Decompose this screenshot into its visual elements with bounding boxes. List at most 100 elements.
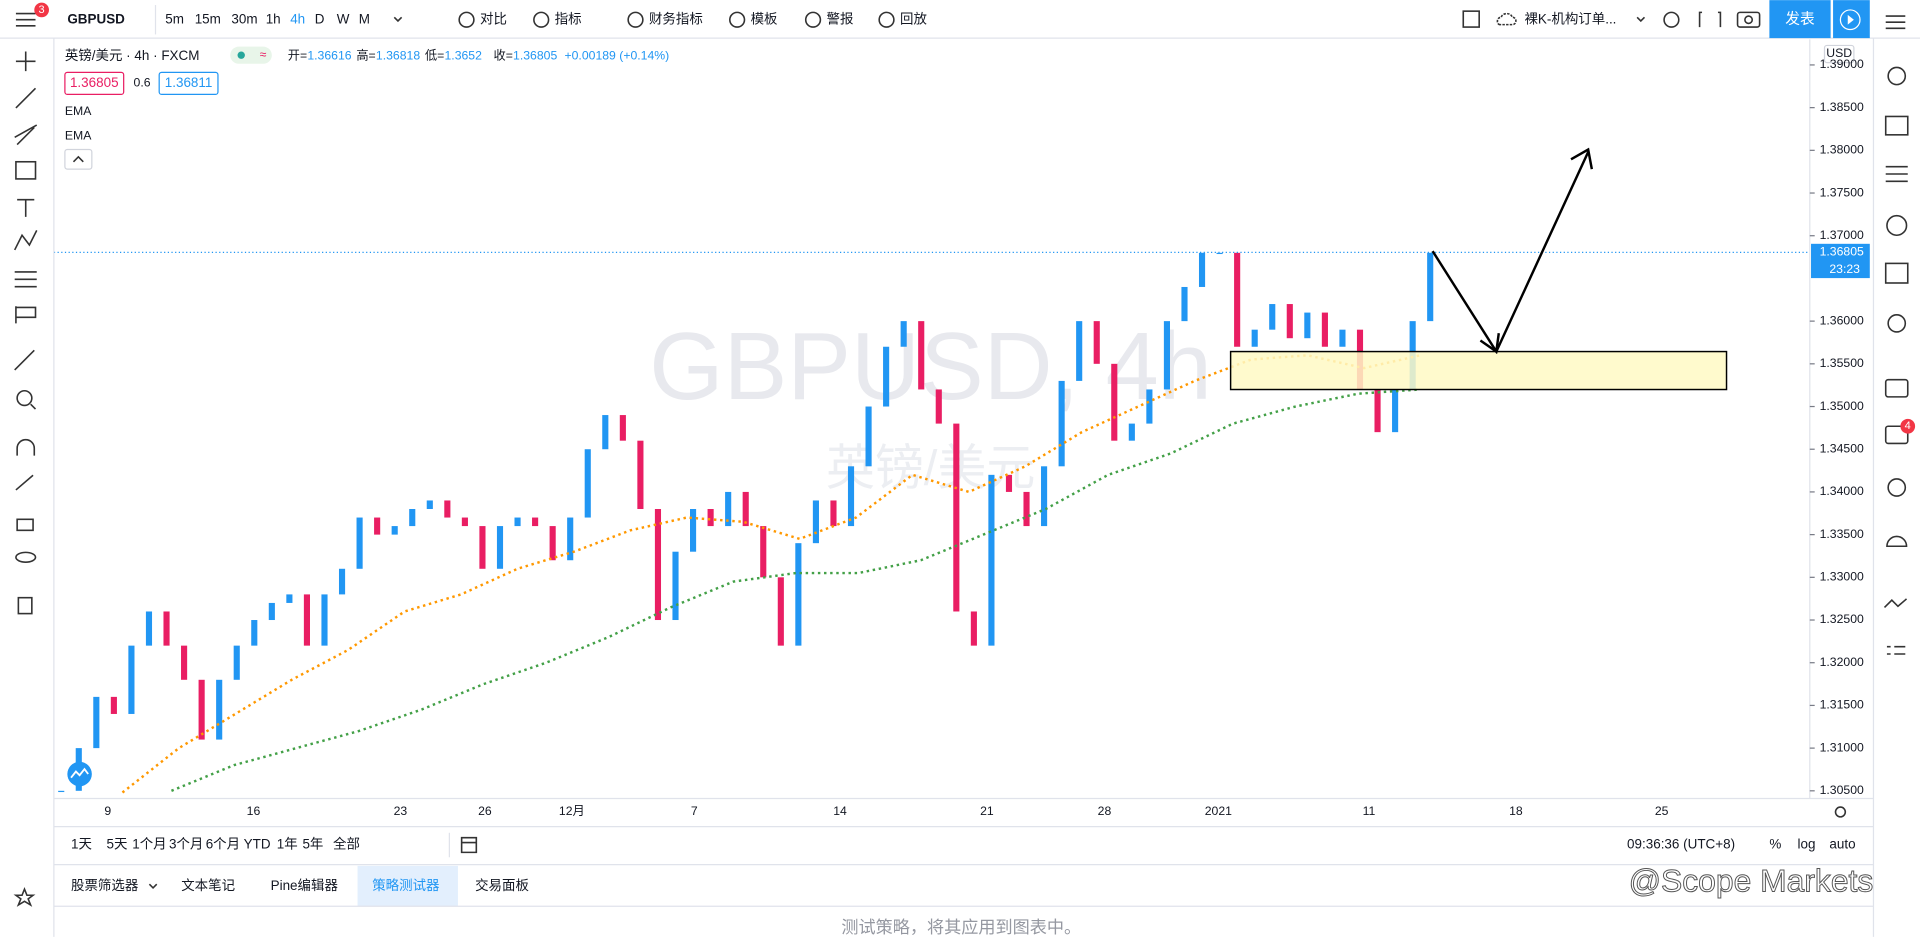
x-tick-label: 26	[478, 804, 492, 818]
interval[interactable]: 5m	[165, 11, 184, 26]
range-button[interactable]: 6个月	[206, 837, 240, 852]
interval[interactable]: D	[315, 11, 325, 26]
zone-rectangle[interactable]	[1229, 350, 1728, 391]
candle	[935, 389, 942, 424]
scale-option[interactable]: auto	[1829, 837, 1855, 852]
range-button[interactable]: 全部	[333, 836, 360, 852]
ohlc-label: 高=	[356, 48, 375, 63]
candle	[1321, 312, 1328, 347]
interval[interactable]: 15m	[195, 11, 221, 26]
ohlc-value: 1.3652	[444, 49, 482, 63]
candle	[1093, 321, 1100, 364]
tool-icon	[729, 11, 746, 28]
bottom-tab[interactable]: 股票筛选器	[71, 878, 139, 893]
range-button[interactable]: 5天	[107, 837, 128, 852]
candle	[584, 449, 591, 518]
range-button[interactable]: 5年	[302, 837, 323, 852]
candle	[742, 491, 749, 527]
layout-name[interactable]: 裸K-机构订单...	[1524, 11, 1616, 26]
range-button[interactable]: 1天	[71, 837, 92, 852]
candle	[883, 346, 890, 407]
ohlc-label: 低=	[425, 49, 444, 63]
bottom-tab[interactable]: 交易面板	[475, 877, 529, 893]
candle	[672, 551, 679, 621]
dropdown[interactable]	[393, 16, 403, 23]
range-button[interactable]: 3个月	[169, 837, 203, 852]
last-price-label: 1.36805	[1820, 245, 1864, 259]
ohlc-value: 1.36616	[307, 49, 351, 63]
candle	[409, 509, 416, 527]
scale-option[interactable]: %	[1769, 837, 1781, 852]
dropdown[interactable]	[148, 883, 158, 890]
ohlc-label: 开=	[288, 49, 307, 63]
interval[interactable]: 30m	[231, 11, 257, 26]
candle	[567, 517, 574, 561]
range-button[interactable]: YTD	[244, 837, 271, 852]
candle	[514, 517, 521, 527]
candle	[1128, 423, 1135, 441]
ohlc-value: 1.36805	[513, 49, 557, 63]
candle	[496, 526, 504, 569]
candle	[163, 611, 170, 646]
candle	[1286, 304, 1293, 339]
candle	[690, 509, 697, 552]
bottom-tab[interactable]: Pine编辑器	[271, 878, 339, 893]
spread: 0.6	[134, 76, 151, 90]
x-tick-label: 25	[1655, 804, 1669, 818]
publish-button[interactable]	[1769, 0, 1831, 39]
y-tick-label: 1.31500	[1820, 698, 1864, 712]
range-button[interactable]: 1个月	[132, 837, 166, 852]
candle	[321, 594, 328, 646]
interval[interactable]: W	[337, 11, 350, 26]
clock: 09:36:36 (UTC+8)	[1627, 837, 1735, 852]
candle	[426, 500, 433, 510]
currency: USD	[1826, 46, 1852, 60]
candle	[1198, 252, 1206, 287]
candle	[707, 509, 714, 527]
symbol[interactable]: GBPUSD	[67, 11, 125, 26]
menu-button[interactable]: 3	[15, 2, 49, 27]
candle	[391, 526, 398, 535]
ema-line	[170, 388, 1421, 792]
checkbox[interactable]	[1462, 10, 1480, 28]
candle	[1269, 304, 1276, 330]
toolbar-item[interactable]: 指标	[555, 11, 582, 26]
bottom-tab[interactable]: 文本笔记	[181, 878, 235, 893]
badge: 3	[39, 4, 45, 16]
candle	[654, 509, 662, 621]
toolbar-item[interactable]: 对比	[480, 11, 507, 26]
candle	[970, 611, 977, 646]
countdown: 23:23	[1829, 262, 1860, 276]
interval[interactable]: M	[359, 11, 370, 26]
candle	[777, 577, 784, 646]
candle	[1041, 466, 1048, 527]
candle	[444, 500, 451, 518]
candle	[128, 645, 135, 714]
y-tick-label: 1.32500	[1820, 612, 1864, 626]
interval[interactable]: 1h	[266, 11, 281, 26]
toolbar-item[interactable]: 回放	[900, 11, 927, 26]
toolbar-item[interactable]: 模板	[751, 11, 778, 26]
candle	[286, 594, 293, 603]
candle	[479, 526, 486, 569]
bottom-tab[interactable]: 策略测试器	[372, 877, 440, 893]
interval[interactable]: 4h	[290, 11, 305, 26]
tool-icon	[627, 11, 644, 28]
arrow-head	[1479, 333, 1500, 354]
y-tick-label: 1.38500	[1820, 100, 1864, 114]
legend-title: 英镑/美元 · 4h · FXCM	[65, 47, 200, 63]
candle	[830, 500, 837, 527]
left-toolbar[interactable]	[13, 51, 38, 907]
right-sidebar[interactable]: 4	[1883, 15, 1916, 655]
range-button[interactable]: 1年	[277, 837, 298, 852]
toolbar-item[interactable]: 财务指标	[649, 11, 703, 26]
x-tick-label: 28	[1098, 804, 1112, 818]
indicator-label: EMA	[65, 104, 92, 118]
toolbar-item[interactable]: 警报	[827, 11, 854, 26]
ask: 1.36811	[165, 75, 213, 90]
candle	[549, 526, 556, 561]
candle	[181, 645, 188, 680]
scale-option[interactable]: log	[1798, 837, 1816, 852]
